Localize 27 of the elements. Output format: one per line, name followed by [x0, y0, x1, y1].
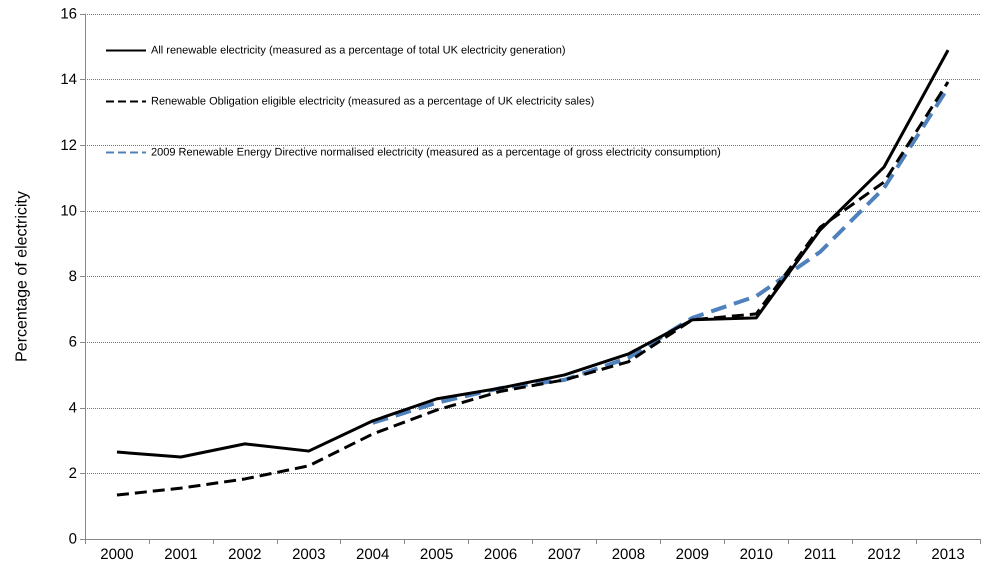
x-tick-label: 2001 [164, 546, 198, 563]
x-tick-label: 2009 [676, 546, 710, 563]
x-tick-label: 2002 [228, 546, 262, 563]
y-tick-label: 8 [68, 268, 77, 285]
legend-label: Renewable Obligation eligible electricity (measured as a percentage of UK electricity sales) [151, 96, 594, 108]
x-tick-label: 2004 [356, 546, 390, 563]
x-tick-label: 2006 [484, 546, 518, 563]
x-tick-label: 2011 [804, 546, 836, 563]
x-tick-label: 2003 [292, 546, 326, 563]
x-tick-label: 2008 [612, 546, 646, 563]
legend-label: All renewable electricity (measured as a percentage of total UK electricity generation) [151, 44, 566, 56]
x-tick-label: 2010 [740, 546, 773, 563]
y-tick-label: 0 [68, 530, 77, 548]
x-tick-label: 2013 [931, 546, 965, 563]
y-tick-label: 4 [68, 399, 77, 416]
x-tick-label: 2012 [867, 546, 901, 563]
y-tick-label: 6 [68, 334, 77, 351]
y-axis-title: Percentage of electricity [14, 191, 30, 362]
legend-label: 2009 Renewable Energy Directive normalised electricity (measured as a percentage of gross electricity consumption) [151, 146, 721, 158]
y-tick-label: 14 [60, 71, 77, 88]
y-tick-label: 12 [60, 136, 77, 154]
x-tick-label: 2005 [420, 546, 454, 563]
x-tick-label: 2007 [548, 546, 582, 563]
y-tick-label: 10 [60, 202, 77, 220]
x-tick-label: 2000 [100, 546, 134, 563]
y-tick-label: 16 [60, 6, 77, 22]
y-tick-label: 2 [68, 464, 77, 482]
